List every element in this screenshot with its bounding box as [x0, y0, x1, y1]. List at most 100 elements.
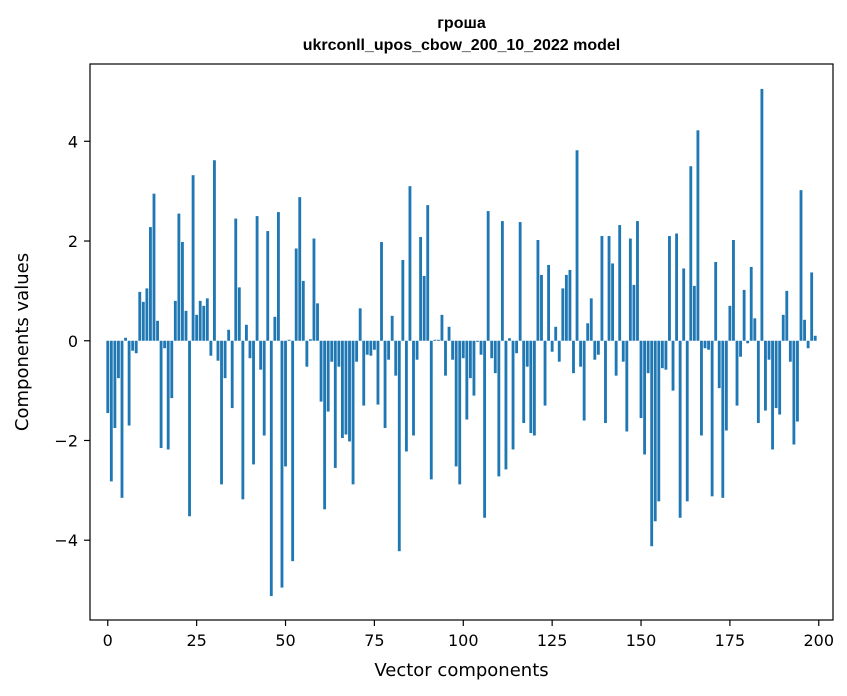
bar-component-25 [195, 314, 199, 341]
bar-component-194 [796, 340, 799, 422]
bar-component-121 [536, 240, 540, 341]
y-axis-ticks: −4 −2 0 2 4 [54, 132, 90, 550]
bar-component-87 [415, 340, 419, 360]
bar-component-52 [291, 340, 295, 562]
bar-component-161 [678, 340, 682, 518]
bar-component-118 [525, 340, 529, 367]
bar-component-30 [213, 160, 216, 341]
bar-component-18 [170, 340, 174, 399]
bar-component-75 [372, 340, 376, 350]
bar-component-134 [582, 340, 586, 421]
bar-component-129 [564, 274, 568, 341]
bar-component-93 [436, 339, 440, 341]
x-tick-label: 100 [448, 631, 479, 650]
bar-component-39 [244, 324, 248, 341]
bar-component-167 [700, 340, 703, 436]
bar-component-67 [344, 340, 348, 435]
bar-component-183 [756, 340, 760, 424]
bar-component-178 [739, 340, 742, 357]
bar-component-29 [209, 340, 213, 356]
bar-component-28 [205, 298, 209, 341]
bar-component-142 [611, 263, 615, 341]
bar-component-149 [636, 221, 639, 341]
bar-component-22 [184, 310, 188, 341]
bar-component-68 [348, 340, 351, 442]
bar-component-190 [781, 314, 785, 341]
bar-component-24 [191, 175, 195, 341]
y-tick-label: −4 [54, 531, 78, 550]
bar-component-174 [724, 340, 728, 431]
bars-group [106, 88, 817, 597]
bar-component-193 [792, 340, 796, 445]
bar-component-97 [451, 340, 455, 360]
bar-component-48 [276, 212, 280, 341]
bar-component-150 [639, 340, 643, 419]
bar-component-51 [287, 339, 291, 341]
bar-component-99 [458, 340, 462, 485]
bar-component-135 [586, 323, 590, 341]
bar-component-43 [259, 340, 263, 370]
bar-component-114 [511, 340, 515, 450]
bar-component-175 [728, 305, 732, 341]
bar-component-3 [117, 340, 120, 379]
bar-component-81 [394, 340, 398, 376]
bar-component-77 [380, 242, 383, 341]
bar-component-182 [753, 318, 757, 341]
bar-component-80 [390, 315, 394, 341]
bar-component-179 [742, 289, 746, 341]
bar-component-103 [472, 340, 476, 396]
bar-component-171 [714, 261, 718, 341]
bar-component-65 [337, 340, 341, 367]
bar-component-50 [284, 340, 287, 467]
x-tick-label: 75 [364, 631, 384, 650]
bar-component-54 [298, 197, 302, 341]
bar-component-165 [692, 285, 696, 341]
bar-component-66 [340, 340, 344, 438]
bar-component-94 [440, 314, 444, 341]
bar-component-15 [159, 340, 163, 448]
chart-title-line2: ukrconll_upos_cbow_200_10_2022 model [303, 37, 620, 54]
bar-component-40 [248, 340, 252, 359]
bar-component-177 [735, 340, 739, 406]
bar-component-147 [628, 238, 632, 341]
bar-component-116 [518, 222, 522, 341]
bar-component-176 [732, 240, 735, 341]
bar-component-96 [447, 326, 451, 341]
bar-component-60 [319, 340, 323, 402]
bar-component-157 [664, 340, 668, 370]
bar-component-19 [173, 300, 177, 341]
bar-component-108 [490, 340, 494, 359]
bar-component-112 [504, 340, 508, 470]
bar-component-0 [106, 340, 110, 414]
bar-component-27 [202, 305, 206, 341]
x-tick-label: 125 [537, 631, 568, 650]
bar-component-197 [806, 340, 810, 349]
bar-component-132 [575, 150, 579, 341]
bar-component-57 [308, 339, 312, 341]
bar-component-191 [785, 290, 789, 341]
bar-component-111 [500, 221, 504, 341]
bar-component-153 [650, 340, 654, 547]
bar-component-122 [540, 274, 543, 341]
bar-component-155 [657, 340, 661, 502]
bar-component-185 [764, 340, 767, 411]
bar-component-188 [774, 340, 778, 409]
bar-component-90 [426, 205, 430, 341]
bar-component-8 [134, 340, 138, 354]
bar-component-195 [799, 190, 803, 341]
bar-component-170 [710, 340, 714, 497]
bar-component-101 [465, 340, 469, 420]
bar-component-20 [177, 213, 181, 341]
bar-component-136 [589, 298, 593, 341]
bar-component-44 [262, 340, 266, 436]
bar-component-145 [621, 340, 625, 362]
bar-component-49 [280, 340, 284, 588]
bar-component-105 [479, 340, 483, 355]
bar-component-33 [223, 340, 227, 379]
bar-component-128 [561, 288, 565, 341]
y-tick-label: 2 [68, 232, 78, 251]
bar-component-92 [433, 339, 437, 341]
bar-component-23 [188, 340, 191, 517]
bar-component-130 [568, 269, 572, 341]
bar-component-11 [145, 288, 149, 341]
